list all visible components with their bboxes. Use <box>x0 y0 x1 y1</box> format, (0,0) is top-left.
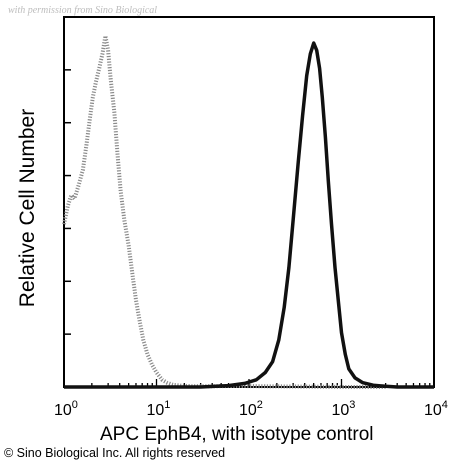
x-axis-label: APC EphB4, with isotype control <box>100 424 374 445</box>
ephb4-curve <box>64 41 434 389</box>
x-tick-label: 104 <box>424 399 448 419</box>
y-axis-label: Relative Cell Number <box>16 108 39 308</box>
x-tick-label: 101 <box>147 399 171 419</box>
x-tick-label: 100 <box>54 399 78 419</box>
x-tick-label: 103 <box>332 399 356 419</box>
isotype-control-curve <box>62 33 386 389</box>
x-tick-label: 102 <box>239 399 263 419</box>
copyright-text: © Sino Biological Inc. All rights reserv… <box>4 446 226 460</box>
y-axis-ticks <box>64 69 71 335</box>
plot-frame <box>63 16 435 388</box>
watermark-text: with permission from Sino Biological <box>8 5 158 16</box>
series-layer <box>62 33 434 389</box>
